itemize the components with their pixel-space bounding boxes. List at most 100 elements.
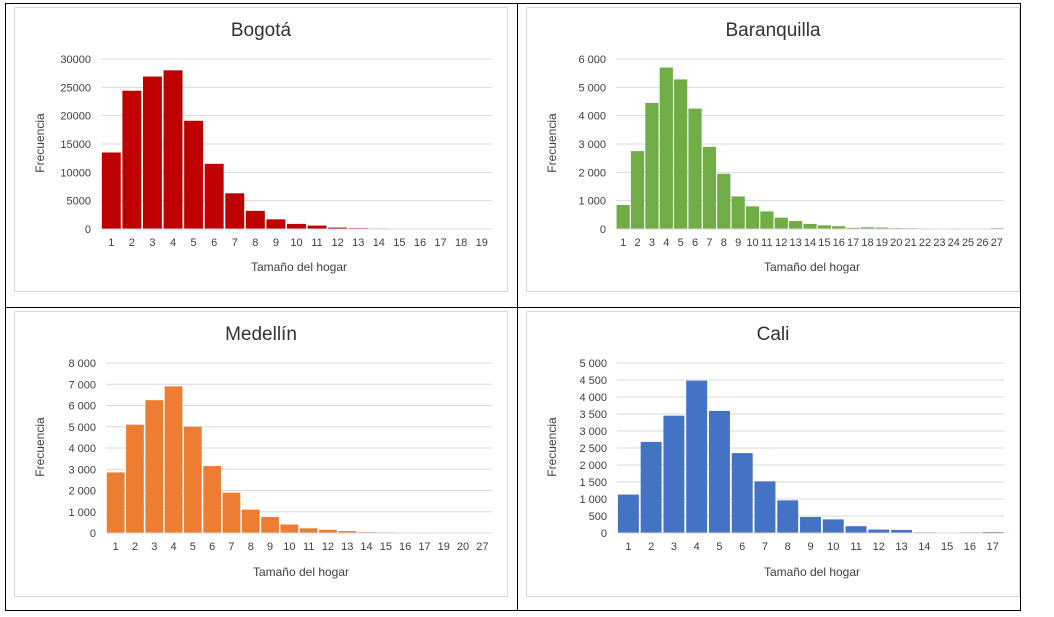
x-tick-label: 17 — [434, 237, 446, 249]
x-tick-label: 10 — [746, 237, 758, 249]
x-tick-label: 4 — [170, 541, 176, 553]
bar — [164, 386, 183, 533]
bar — [616, 204, 630, 229]
x-tick-label: 13 — [895, 541, 907, 553]
x-tick-label: 1 — [113, 541, 119, 553]
bar — [630, 151, 645, 229]
bar — [299, 528, 318, 533]
bar — [731, 453, 753, 533]
bar — [708, 410, 730, 533]
x-tick-label: 24 — [948, 237, 960, 249]
x-tick-label: 15 — [380, 541, 392, 553]
x-tick-label: 7 — [706, 237, 712, 249]
bar — [617, 494, 639, 533]
bar — [702, 146, 717, 229]
x-axis-title: Tamaño del hogar — [764, 260, 860, 274]
y-axis-title: Frecuencia — [33, 113, 47, 173]
chart-title: Medellín — [225, 324, 297, 345]
bar — [868, 529, 890, 533]
x-tick-label: 20 — [457, 541, 469, 553]
bar — [338, 531, 357, 533]
y-tick-label: 5 000 — [68, 422, 96, 434]
bar — [204, 163, 224, 229]
bar — [266, 219, 286, 229]
bar — [145, 400, 164, 533]
y-tick-label: 3 000 — [579, 426, 607, 438]
bar — [203, 466, 222, 533]
bar — [688, 108, 702, 229]
x-tick-label: 9 — [807, 541, 813, 553]
bar — [222, 492, 241, 533]
x-tick-label: 8 — [785, 541, 791, 553]
y-axis-title: Frecuencia — [545, 113, 559, 173]
bar — [163, 70, 183, 229]
bar — [754, 481, 776, 533]
y-tick-label: 10000 — [60, 167, 91, 179]
chart-title: Cali — [756, 324, 790, 345]
y-axis-title: Frecuencia — [545, 417, 559, 477]
x-tick-label: 11 — [311, 237, 322, 249]
y-tick-label: 2 500 — [579, 443, 607, 455]
x-tick-label: 21 — [904, 237, 916, 249]
bar — [845, 526, 867, 533]
bar — [803, 223, 817, 229]
x-tick-label: 19 — [438, 541, 450, 553]
x-tick-label: 3 — [149, 237, 155, 249]
bar — [245, 210, 265, 229]
y-tick-label: 500 — [589, 511, 607, 523]
y-tick-label: 6 000 — [578, 54, 606, 66]
bar — [280, 524, 299, 533]
x-axis-title: Tamaño del hogar — [251, 260, 347, 274]
bar — [731, 196, 745, 229]
x-tick-label: 15 — [818, 237, 830, 249]
y-tick-label: 8 000 — [68, 358, 96, 370]
x-tick-label: 12 — [873, 541, 885, 553]
x-tick-label: 8 — [248, 541, 254, 553]
x-tick-label: 2 — [129, 237, 135, 249]
x-tick-label: 7 — [232, 237, 238, 249]
x-tick-label: 6 — [211, 237, 217, 249]
bar — [663, 415, 685, 533]
x-tick-label: 12 — [332, 237, 344, 249]
x-tick-label: 2 — [648, 541, 654, 553]
y-tick-label: 1 500 — [579, 477, 607, 489]
x-tick-label: 14 — [918, 541, 930, 553]
bar — [777, 500, 799, 533]
bar — [659, 67, 673, 229]
y-axis-title: Frecuencia — [33, 417, 47, 477]
bar — [122, 90, 142, 229]
x-tick-label: 9 — [735, 237, 741, 249]
x-tick-label: 11 — [303, 541, 314, 553]
chart-cali: 0 500 1 000 1 500 2 000 2 500 3 000 3 500 4 000 4… — [545, 358, 1004, 579]
bar — [319, 529, 337, 533]
x-tick-label: 13 — [341, 541, 353, 553]
y-tick-label: 0 — [85, 224, 91, 236]
x-tick-label: 3 — [649, 237, 655, 249]
bar — [674, 79, 688, 230]
y-tick-label: 4 000 — [578, 111, 606, 123]
bar — [640, 441, 662, 533]
y-tick-label: 0 — [600, 224, 606, 236]
chart-panel-cali: Cali 0 500 1 000 1 500 2 000 2 500 3 000 3 500 4… — [526, 311, 1020, 597]
bar — [645, 102, 659, 229]
x-tick-label: 18 — [455, 237, 467, 249]
chart-medellin: 0 1 000 2 000 3 000 4 000 5 000 6 000 7 000 8 00… — [33, 358, 492, 579]
x-tick-label: 27 — [476, 541, 488, 553]
y-tick-label: 7 000 — [68, 379, 96, 391]
x-tick-label: 8 — [721, 237, 727, 249]
x-tick-label: 16 — [833, 237, 845, 249]
bar — [982, 531, 1004, 533]
chart-panel-medellin: Medellín 0 1 000 2 000 3 000 4 000 5 000 6 000… — [14, 311, 508, 597]
y-tick-label: 4 500 — [579, 375, 607, 387]
bar — [126, 424, 144, 533]
bar — [184, 120, 204, 229]
bar — [774, 217, 788, 229]
bar — [241, 509, 260, 533]
y-tick-label: 3 500 — [579, 409, 607, 421]
bar — [106, 472, 125, 533]
x-tick-label: 16 — [399, 541, 411, 553]
bar — [846, 227, 860, 229]
x-tick-label: 5 — [678, 237, 684, 249]
